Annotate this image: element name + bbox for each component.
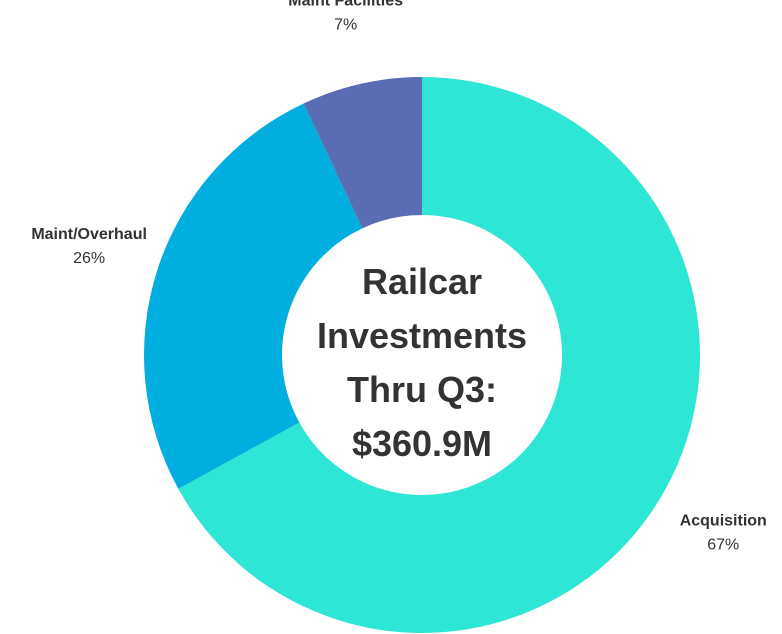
donut-slice bbox=[143, 103, 363, 489]
slice-label: Maint Facilities bbox=[288, 0, 403, 10]
slice-label: Acquisition bbox=[680, 512, 767, 529]
chart-title: Railcar Investments Thru Q3: $360.9M bbox=[316, 261, 528, 464]
slice-label: Maint/Overhaul bbox=[31, 226, 147, 243]
donut-slice bbox=[303, 77, 422, 229]
slice-value-label: 7% bbox=[334, 17, 357, 34]
slice-value-label: 26% bbox=[73, 250, 105, 267]
slice-value-label: 67% bbox=[707, 536, 739, 553]
donut-slice bbox=[178, 77, 701, 633]
